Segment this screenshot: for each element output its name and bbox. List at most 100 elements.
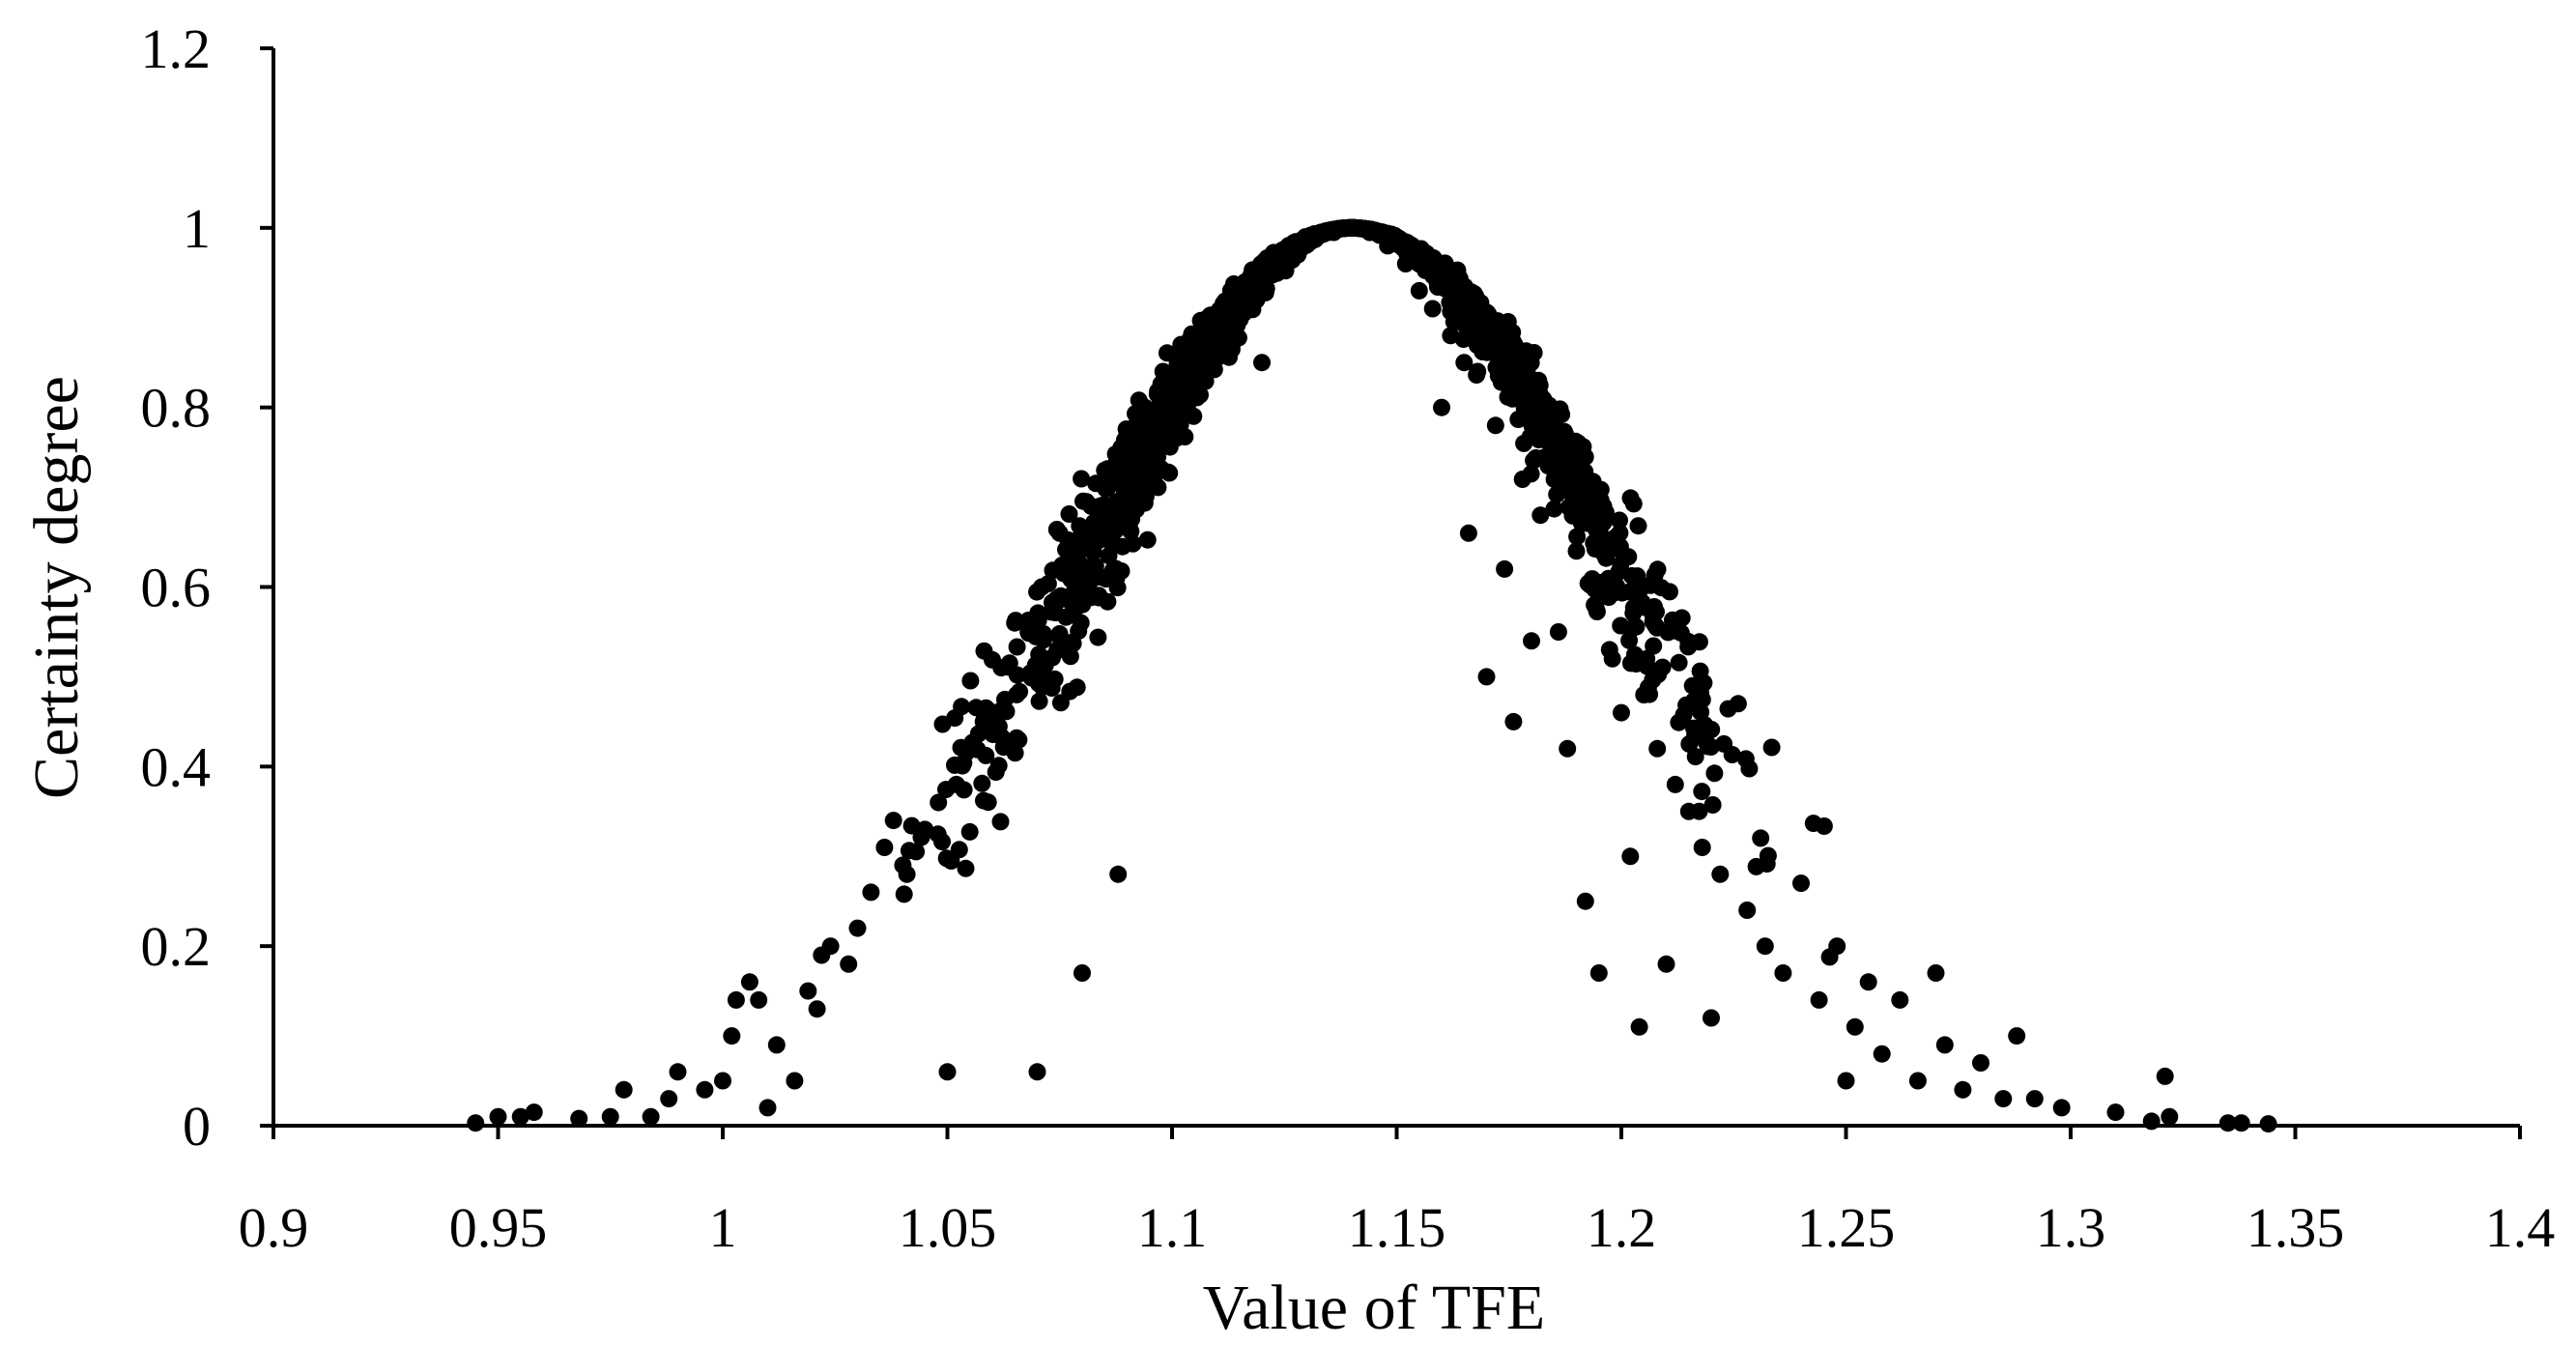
data-point [2008, 1027, 2026, 1045]
data-point [1469, 362, 1487, 381]
data-point [989, 757, 1008, 775]
data-point [1033, 578, 1051, 596]
data-point [740, 973, 758, 991]
x-tick-label: 1.1 [1137, 1196, 1208, 1259]
data-point [1705, 764, 1724, 783]
data-point [642, 1107, 660, 1126]
data-point [1583, 474, 1601, 493]
x-tick-label: 1.05 [899, 1196, 997, 1259]
data-point [1477, 668, 1496, 686]
data-point [840, 955, 858, 973]
data-point [1325, 223, 1343, 242]
data-point [1486, 416, 1504, 435]
data-point [1151, 407, 1169, 425]
data-point [1218, 307, 1237, 326]
data-point [2232, 1114, 2250, 1132]
data-point [942, 852, 960, 870]
data-point [1073, 964, 1091, 982]
data-point [1628, 567, 1646, 586]
x-tick-label: 1 [709, 1196, 737, 1259]
data-point [821, 937, 840, 956]
data-point [1511, 370, 1530, 388]
data-point [1158, 422, 1176, 441]
data-point [1505, 335, 1524, 354]
data-point [1396, 255, 1415, 272]
data-point [960, 822, 979, 841]
data-point [975, 642, 993, 660]
x-tick-label: 1.25 [1797, 1196, 1896, 1259]
data-point [1033, 678, 1051, 697]
data-point [1531, 506, 1550, 525]
data-point [1670, 653, 1688, 672]
data-point [1723, 746, 1741, 763]
data-point [1271, 255, 1289, 272]
data-point [1472, 294, 1490, 312]
data-point [1176, 428, 1194, 445]
data-point [1030, 645, 1048, 664]
data-point [1523, 632, 1540, 650]
data-point [1837, 1072, 1855, 1090]
data-point [1008, 638, 1026, 656]
data-point [1695, 673, 1713, 692]
data-point [1061, 647, 1079, 666]
data-point [1608, 577, 1626, 595]
data-point [1030, 692, 1048, 710]
data-point [1908, 1072, 1927, 1090]
data-point [467, 1114, 485, 1132]
data-point [1064, 559, 1082, 578]
data-point [1627, 617, 1646, 636]
data-point [1873, 1045, 1891, 1063]
data-point [1095, 496, 1113, 514]
data-point [1060, 505, 1078, 523]
data-point [489, 1107, 507, 1126]
data-point [1393, 238, 1412, 256]
data-point [1534, 448, 1553, 467]
data-point [1859, 973, 1877, 991]
data-point [1051, 629, 1070, 647]
data-point [669, 1063, 687, 1081]
y-tick-label: 0 [183, 1095, 211, 1158]
data-point [525, 1103, 543, 1122]
x-tick-label: 1.3 [2036, 1196, 2106, 1259]
data-point [1703, 796, 1722, 814]
data-point [799, 982, 817, 1000]
data-point [1762, 738, 1781, 757]
data-point [1455, 354, 1474, 372]
data-point [2156, 1067, 2174, 1085]
data-point [1608, 540, 1626, 558]
data-point [1585, 534, 1603, 552]
y-tick-label: 1.2 [141, 17, 212, 80]
data-point [1220, 348, 1238, 366]
y-tick-label: 1 [183, 197, 211, 260]
data-point [1603, 649, 1621, 668]
data-point [1253, 354, 1271, 372]
data-point [991, 813, 1010, 831]
data-point [1154, 362, 1172, 381]
data-point [1927, 964, 1945, 982]
data-point [1711, 865, 1730, 883]
data-point [1230, 291, 1248, 309]
data-point [511, 1107, 530, 1126]
data-point [946, 709, 964, 728]
data-point [1545, 500, 1563, 518]
data-point [1556, 422, 1574, 441]
data-point [1752, 829, 1770, 847]
data-point [1072, 529, 1089, 547]
data-point [1410, 281, 1428, 300]
data-point [1571, 452, 1589, 471]
y-tick-label: 0.8 [141, 377, 212, 440]
data-point [1073, 470, 1091, 488]
data-point [1540, 434, 1559, 452]
data-point [848, 919, 867, 937]
data-point [714, 1072, 731, 1090]
data-point [992, 659, 1011, 677]
y-axis-ticks: 0 0.2 0.4 0.6 0.8 1 1.2 [141, 17, 273, 1158]
data-point [1679, 802, 1698, 820]
data-point [1610, 562, 1628, 581]
data-point [1050, 524, 1069, 542]
data-point [1167, 395, 1186, 414]
data-point [1659, 623, 1677, 642]
data-point [1613, 703, 1630, 722]
data-point [902, 816, 921, 835]
